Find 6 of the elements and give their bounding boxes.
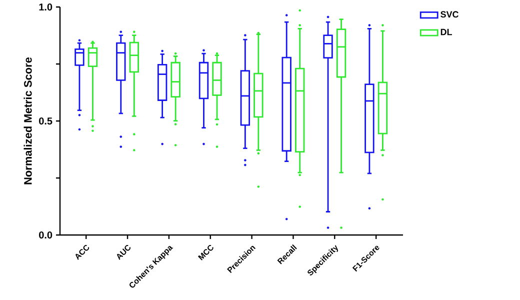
y-axis-title: Normalized Metric Score — [24, 57, 32, 184]
legend-label: DL — [440, 28, 452, 36]
y-tick-label: 0.0 — [39, 231, 52, 239]
legend-label: SVC — [440, 11, 458, 18]
y-tick-label: 0.5 — [39, 117, 52, 125]
y-tick-label: 1.0 — [39, 3, 52, 11]
